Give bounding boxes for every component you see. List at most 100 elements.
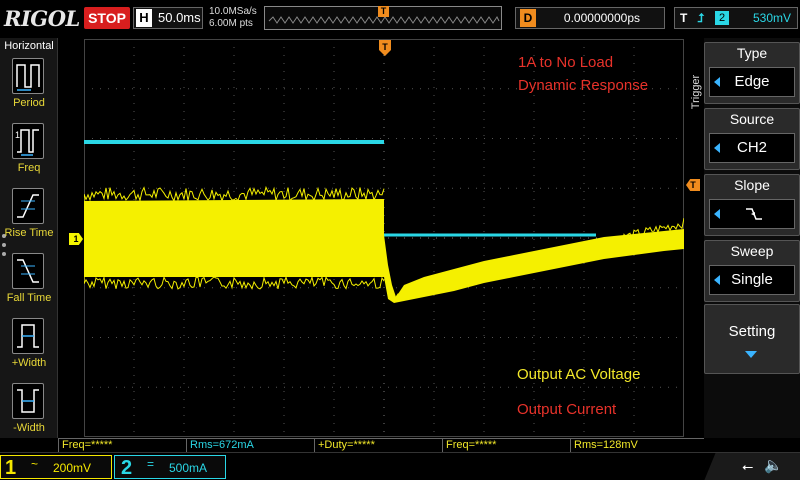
grid-dot: [108, 386, 109, 388]
grid-dot: [572, 138, 573, 139]
grid-dot: [540, 237, 541, 239]
trigger-position-marker[interactable]: T: [379, 40, 391, 56]
timebase-display[interactable]: H 50.0ms: [133, 7, 203, 29]
grid-dot: [283, 303, 285, 304]
ch1-status-tab[interactable]: 1 ~ 200mV: [0, 455, 112, 479]
grid-dot: [276, 187, 277, 189]
grid-dot: [633, 151, 635, 152]
trigger-source-header: Source: [729, 111, 775, 127]
trigger-type-softkey[interactable]: Type Edge: [704, 42, 800, 104]
grid-dot: [433, 383, 435, 384]
grid-dot: [133, 103, 135, 104]
grid-dot: [183, 335, 185, 336]
grid-dot: [364, 337, 365, 338]
grid-dot: [404, 187, 405, 189]
grid-dot: [540, 287, 541, 289]
grid-dot: [644, 88, 645, 90]
grid-dot: [148, 386, 149, 388]
grid-dot: [483, 71, 485, 72]
grid-dot: [596, 138, 597, 139]
grid-dot: [500, 287, 501, 289]
grid-dot: [228, 386, 229, 388]
grid-dot: [356, 138, 357, 139]
grid-dot: [383, 71, 385, 72]
grid-dot: [460, 138, 461, 139]
trigger-slope-header: Slope: [734, 177, 770, 193]
grid-dot: [133, 319, 135, 320]
grid-dot: [383, 191, 385, 192]
measurement-ch1-freq-2[interactable]: Freq=*****: [442, 438, 570, 452]
grid-dot: [133, 87, 135, 88]
grid-dot: [633, 351, 635, 352]
grid-dot: [533, 239, 535, 240]
trigger-sweep-softkey[interactable]: Sweep Single: [704, 240, 800, 302]
trigger-status-display[interactable]: T ⮥ 2 530mV: [674, 7, 798, 29]
trigger-slope-softkey[interactable]: Slope: [704, 174, 800, 236]
grid-dot: [533, 103, 535, 104]
grid-dot: [283, 63, 285, 64]
grid-dot: [633, 95, 635, 96]
ch2-status-tab[interactable]: 2 = 500mA: [114, 455, 226, 479]
grid-dot: [133, 351, 135, 352]
grid-dot: [460, 187, 461, 189]
trigger-tab-label: Trigger: [690, 74, 702, 110]
grid-dot: [436, 386, 437, 388]
measure-positive-width-button[interactable]: +Width: [0, 316, 58, 380]
grid-dot: [383, 415, 385, 416]
grid-dot: [596, 237, 597, 239]
grid-dot: [548, 138, 549, 139]
grid-dot: [483, 303, 485, 304]
run-stop-indicator[interactable]: STOP: [84, 7, 130, 29]
grid-dot: [633, 183, 635, 184]
memory-overview-bar[interactable]: T: [264, 6, 502, 30]
grid-dot: [116, 187, 117, 189]
grid-dot: [133, 407, 135, 408]
grid-dot: [533, 119, 535, 120]
grid-dot: [324, 337, 325, 338]
waveform-display[interactable]: [84, 39, 684, 437]
grid-dot: [283, 343, 285, 344]
grid-dot: [476, 337, 477, 338]
grid-dot: [372, 138, 373, 139]
measure-negative-width-button[interactable]: -Width: [0, 381, 58, 445]
grid-dot: [483, 111, 485, 112]
grid-dot: [412, 88, 413, 90]
grid-dot: [133, 159, 135, 160]
grid-dot: [233, 111, 235, 112]
delay-display[interactable]: D 0.00000000ps: [515, 7, 665, 29]
grid-dot: [364, 287, 365, 289]
grid-dot: [372, 88, 373, 90]
measure-freq-button[interactable]: 1 Freq: [0, 121, 58, 185]
grid-dot: [483, 215, 485, 216]
trigger-source-softkey[interactable]: Source CH2: [704, 108, 800, 170]
grid-dot: [533, 367, 535, 368]
measurement-ch2-rms[interactable]: Rms=672mA: [186, 438, 314, 452]
measure-rise-time-button[interactable]: Rise Time: [0, 186, 58, 250]
grid-dot: [388, 88, 389, 90]
grid-dot: [516, 337, 517, 338]
grid-dot: [396, 337, 397, 338]
trigger-level-marker[interactable]: T: [686, 179, 700, 191]
measurement-ch1-rms[interactable]: Rms=128mV: [570, 438, 704, 452]
grid-dot: [333, 79, 335, 80]
speaker-muted-icon[interactable]: 🔈: [764, 457, 783, 474]
trigger-setting-softkey[interactable]: Setting: [704, 304, 800, 374]
grid-dot: [620, 337, 621, 338]
grid-dot: [364, 187, 365, 189]
grid-dot: [583, 271, 585, 272]
measure-period-button[interactable]: Period: [0, 56, 58, 120]
grid-dot: [283, 159, 285, 160]
grid-dot: [383, 391, 385, 392]
grid-dot: [212, 287, 213, 289]
grid-dot: [380, 138, 381, 139]
grid-dot: [212, 187, 213, 189]
ch1-offset-marker[interactable]: 1: [69, 233, 83, 245]
measurement-ch1-freq[interactable]: Freq=*****: [58, 438, 186, 452]
measurement-ch1-duty[interactable]: +Duty=*****: [314, 438, 442, 452]
grid-dot: [532, 386, 533, 388]
grid-dot: [233, 127, 235, 128]
measure-fall-time-button[interactable]: Fall Time: [0, 251, 58, 315]
grid-dot: [483, 351, 485, 352]
grid-dot: [556, 187, 557, 189]
grid-dot: [283, 175, 285, 176]
